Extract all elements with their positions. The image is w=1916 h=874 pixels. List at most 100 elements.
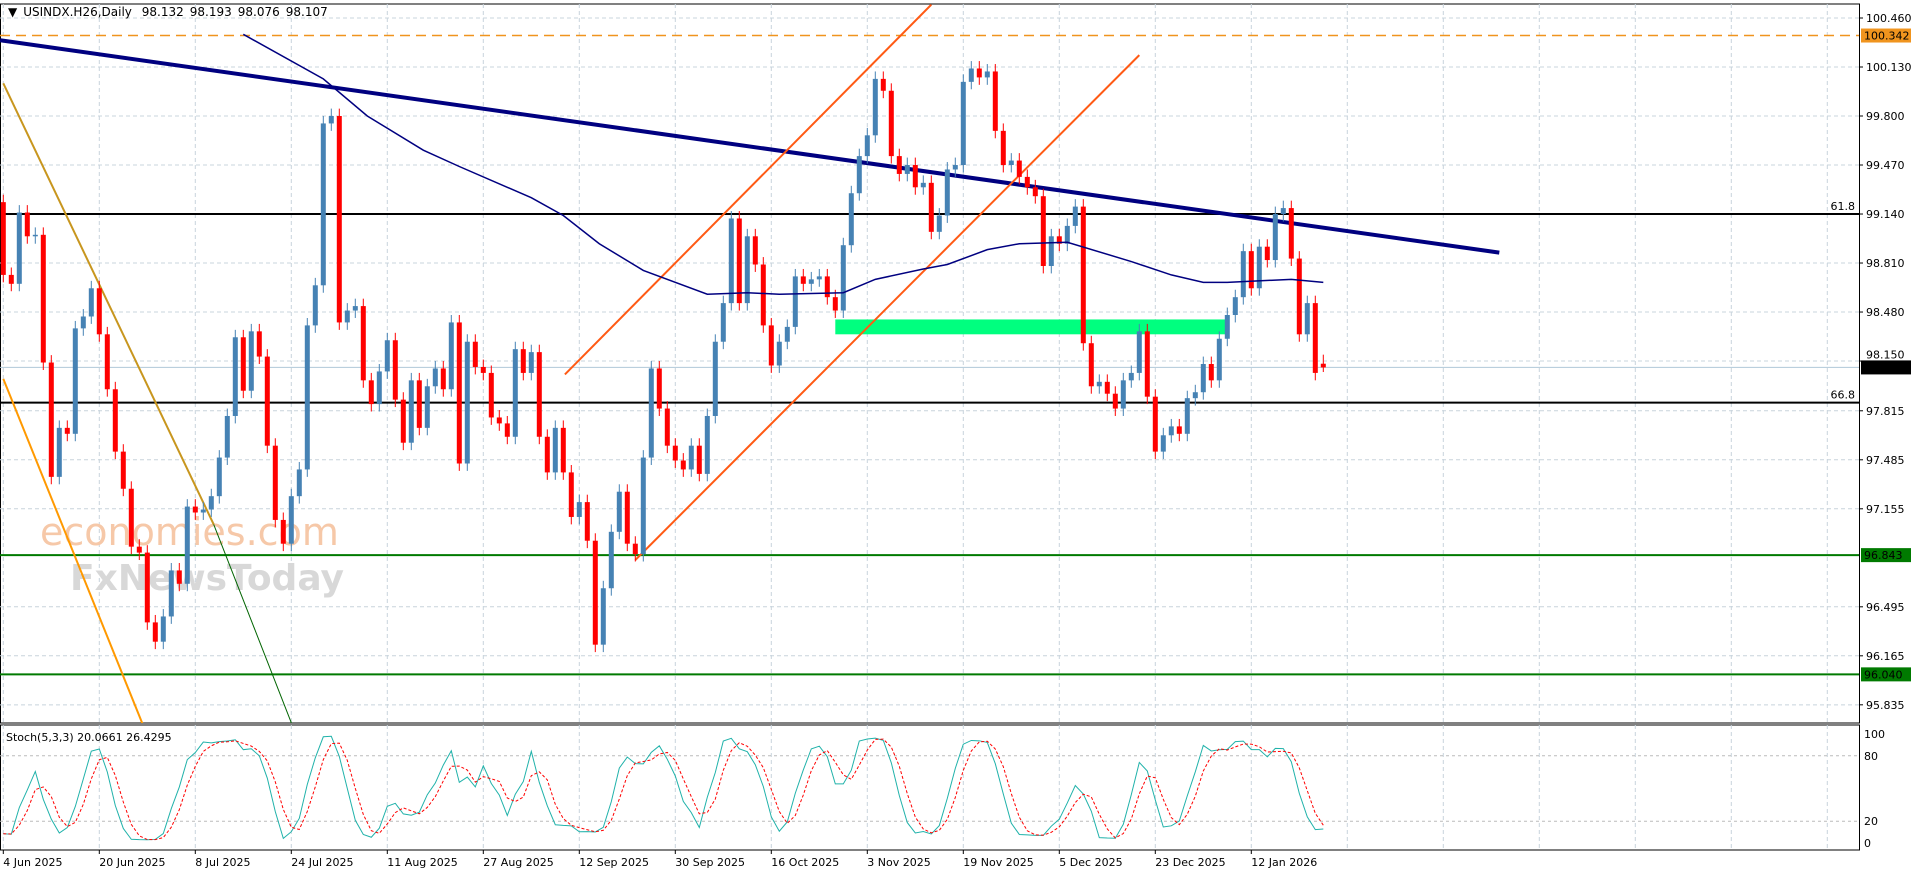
candle-body <box>1312 303 1318 373</box>
candle-body <box>592 540 598 645</box>
candle <box>432 361 438 394</box>
candle <box>968 61 974 90</box>
candle <box>1072 199 1078 234</box>
candle-body <box>976 68 982 78</box>
candle-body <box>1008 160 1014 166</box>
candle <box>304 317 310 477</box>
candle-body <box>856 156 862 194</box>
candle-body <box>304 325 310 470</box>
date-label: 23 Dec 2025 <box>1155 856 1225 869</box>
candle <box>168 562 174 624</box>
candle-body <box>336 116 342 323</box>
candle-body <box>1136 331 1142 373</box>
candle <box>1160 427 1166 460</box>
candle <box>1216 331 1222 388</box>
candle <box>1016 153 1022 185</box>
candle <box>680 453 686 477</box>
candle <box>696 438 702 482</box>
candle-body <box>1320 363 1326 368</box>
candle <box>88 280 94 324</box>
candle <box>712 334 718 424</box>
candle <box>672 438 678 468</box>
candle-body <box>280 519 286 544</box>
candle <box>8 267 14 292</box>
candle <box>1208 356 1214 388</box>
candle <box>936 208 942 240</box>
candle <box>456 315 462 471</box>
price-tick-label: 99.140 <box>1866 208 1905 221</box>
candle-body <box>440 368 446 390</box>
candle <box>360 298 366 388</box>
candle <box>1096 374 1102 394</box>
candle <box>240 329 246 399</box>
candle <box>1184 390 1190 442</box>
candle <box>776 334 782 373</box>
candle-body <box>64 427 70 434</box>
candle <box>1032 179 1038 204</box>
candle <box>928 175 934 240</box>
candle-body <box>1240 251 1246 298</box>
candle-body <box>320 123 326 286</box>
date-label: 16 Oct 2025 <box>771 856 839 869</box>
resistance-dashed-level-price-badge <box>1861 28 1911 43</box>
price-tick-label: 97.485 <box>1866 454 1905 467</box>
candle <box>704 408 710 482</box>
descending-trendline <box>0 38 1500 255</box>
candle <box>200 502 206 520</box>
candle-body <box>584 502 590 541</box>
candle <box>16 205 22 292</box>
candle <box>976 61 982 85</box>
candle <box>832 289 838 318</box>
candle-body <box>1016 160 1022 177</box>
candle-body <box>16 212 22 284</box>
candle-body <box>472 341 478 367</box>
candle-body <box>400 399 406 443</box>
candle-body <box>560 427 566 473</box>
support-level-1-price-badge <box>1861 548 1911 563</box>
candle <box>552 420 558 480</box>
candle-body <box>1272 214 1278 261</box>
candle <box>840 237 846 318</box>
candle-body <box>248 331 254 391</box>
candle-body <box>1080 206 1086 344</box>
stoch-axis-label: 20 <box>1864 815 1878 828</box>
candle <box>472 334 478 375</box>
candle <box>208 488 214 517</box>
candle <box>176 562 182 592</box>
candle-body <box>72 328 78 434</box>
triangle-down-icon[interactable]: ▼ <box>8 5 18 19</box>
candle <box>1320 354 1326 373</box>
candle <box>344 303 350 330</box>
candle <box>296 462 302 504</box>
candle-body <box>1192 392 1198 399</box>
candle-body <box>1104 381 1110 394</box>
candle <box>504 415 510 445</box>
candle <box>1256 239 1262 296</box>
candle <box>824 268 830 305</box>
candle-body <box>256 331 262 357</box>
candle-body <box>952 165 958 170</box>
candle <box>1088 335 1094 394</box>
candle-body <box>56 427 62 477</box>
candle <box>248 323 254 399</box>
candle <box>352 298 358 318</box>
candle <box>48 355 54 485</box>
date-label: 19 Nov 2025 <box>963 856 1033 869</box>
candle <box>120 444 126 497</box>
candle-body <box>616 491 622 532</box>
current-price-line-price-label: 98.107 <box>1864 361 1903 374</box>
candle <box>568 464 574 525</box>
candle <box>944 162 950 223</box>
candle <box>536 344 542 445</box>
candle-body <box>880 78 886 91</box>
candle-body <box>872 78 878 136</box>
candle <box>376 364 382 412</box>
candle-body <box>848 193 854 246</box>
candle <box>520 341 526 381</box>
ohlc-close: 98.107 <box>285 5 328 19</box>
candle <box>768 317 774 373</box>
candle <box>72 320 78 442</box>
candle <box>664 401 670 454</box>
candle-body <box>984 71 990 78</box>
